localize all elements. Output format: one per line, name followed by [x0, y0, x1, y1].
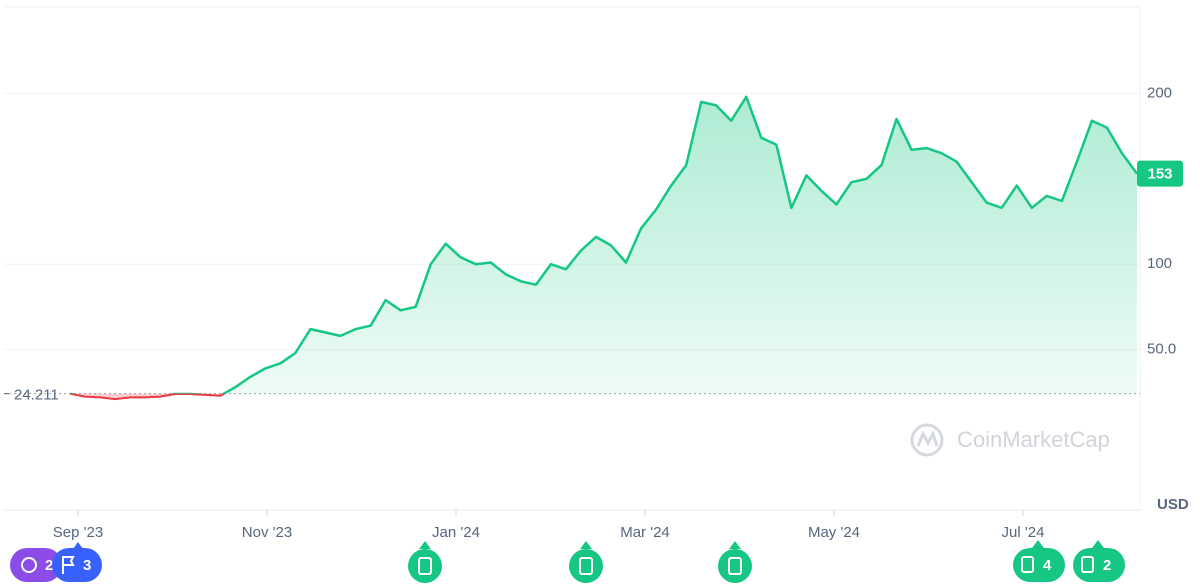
pin-circle — [408, 549, 442, 583]
event-badge[interactable]: 2 — [10, 548, 62, 582]
doc-icon — [728, 557, 742, 575]
pin-circle — [569, 549, 603, 583]
event-badge[interactable]: 3 — [52, 542, 102, 582]
pin-circle — [718, 549, 752, 583]
x-tick-label: Nov '23 — [242, 524, 292, 541]
badge-count: 2 — [45, 557, 53, 574]
y-tick-label: 200 — [1147, 84, 1172, 101]
area-above — [223, 96, 1137, 394]
event-pin[interactable] — [408, 541, 442, 583]
x-tick-label: Mar '24 — [620, 524, 670, 541]
pin-tip — [580, 541, 592, 549]
y-tick-label: 50.0 — [1147, 341, 1176, 358]
watermark-text: CoinMarketCap — [957, 427, 1110, 452]
event-pin[interactable] — [718, 541, 752, 583]
event-pin[interactable] — [569, 541, 603, 583]
pin-tip — [419, 541, 431, 549]
x-tick-label: Jan '24 — [432, 524, 480, 541]
last-price-label: 153 — [1147, 166, 1172, 183]
badge-count: 2 — [1103, 557, 1111, 574]
badge-count: 3 — [83, 557, 91, 574]
doc-icon — [579, 557, 593, 575]
baseline-label: 24.211 — [14, 387, 59, 404]
currency-label: USD — [1157, 496, 1189, 513]
pin-tip — [729, 541, 741, 549]
event-badge[interactable]: 4 — [1013, 540, 1065, 582]
y-tick-label: 100 — [1147, 255, 1172, 272]
event-badge[interactable]: 2 — [1073, 540, 1125, 582]
x-tick-label: May '24 — [808, 524, 860, 541]
x-tick-label: Jul '24 — [1002, 524, 1045, 541]
price-line — [70, 95, 1139, 394]
doc-icon — [418, 557, 432, 575]
last-price-tag — [1137, 160, 1183, 187]
badge-count: 4 — [1043, 557, 1052, 574]
watermark: CoinMarketCap — [910, 423, 1110, 457]
x-tick-label: Sep '23 — [53, 524, 103, 541]
